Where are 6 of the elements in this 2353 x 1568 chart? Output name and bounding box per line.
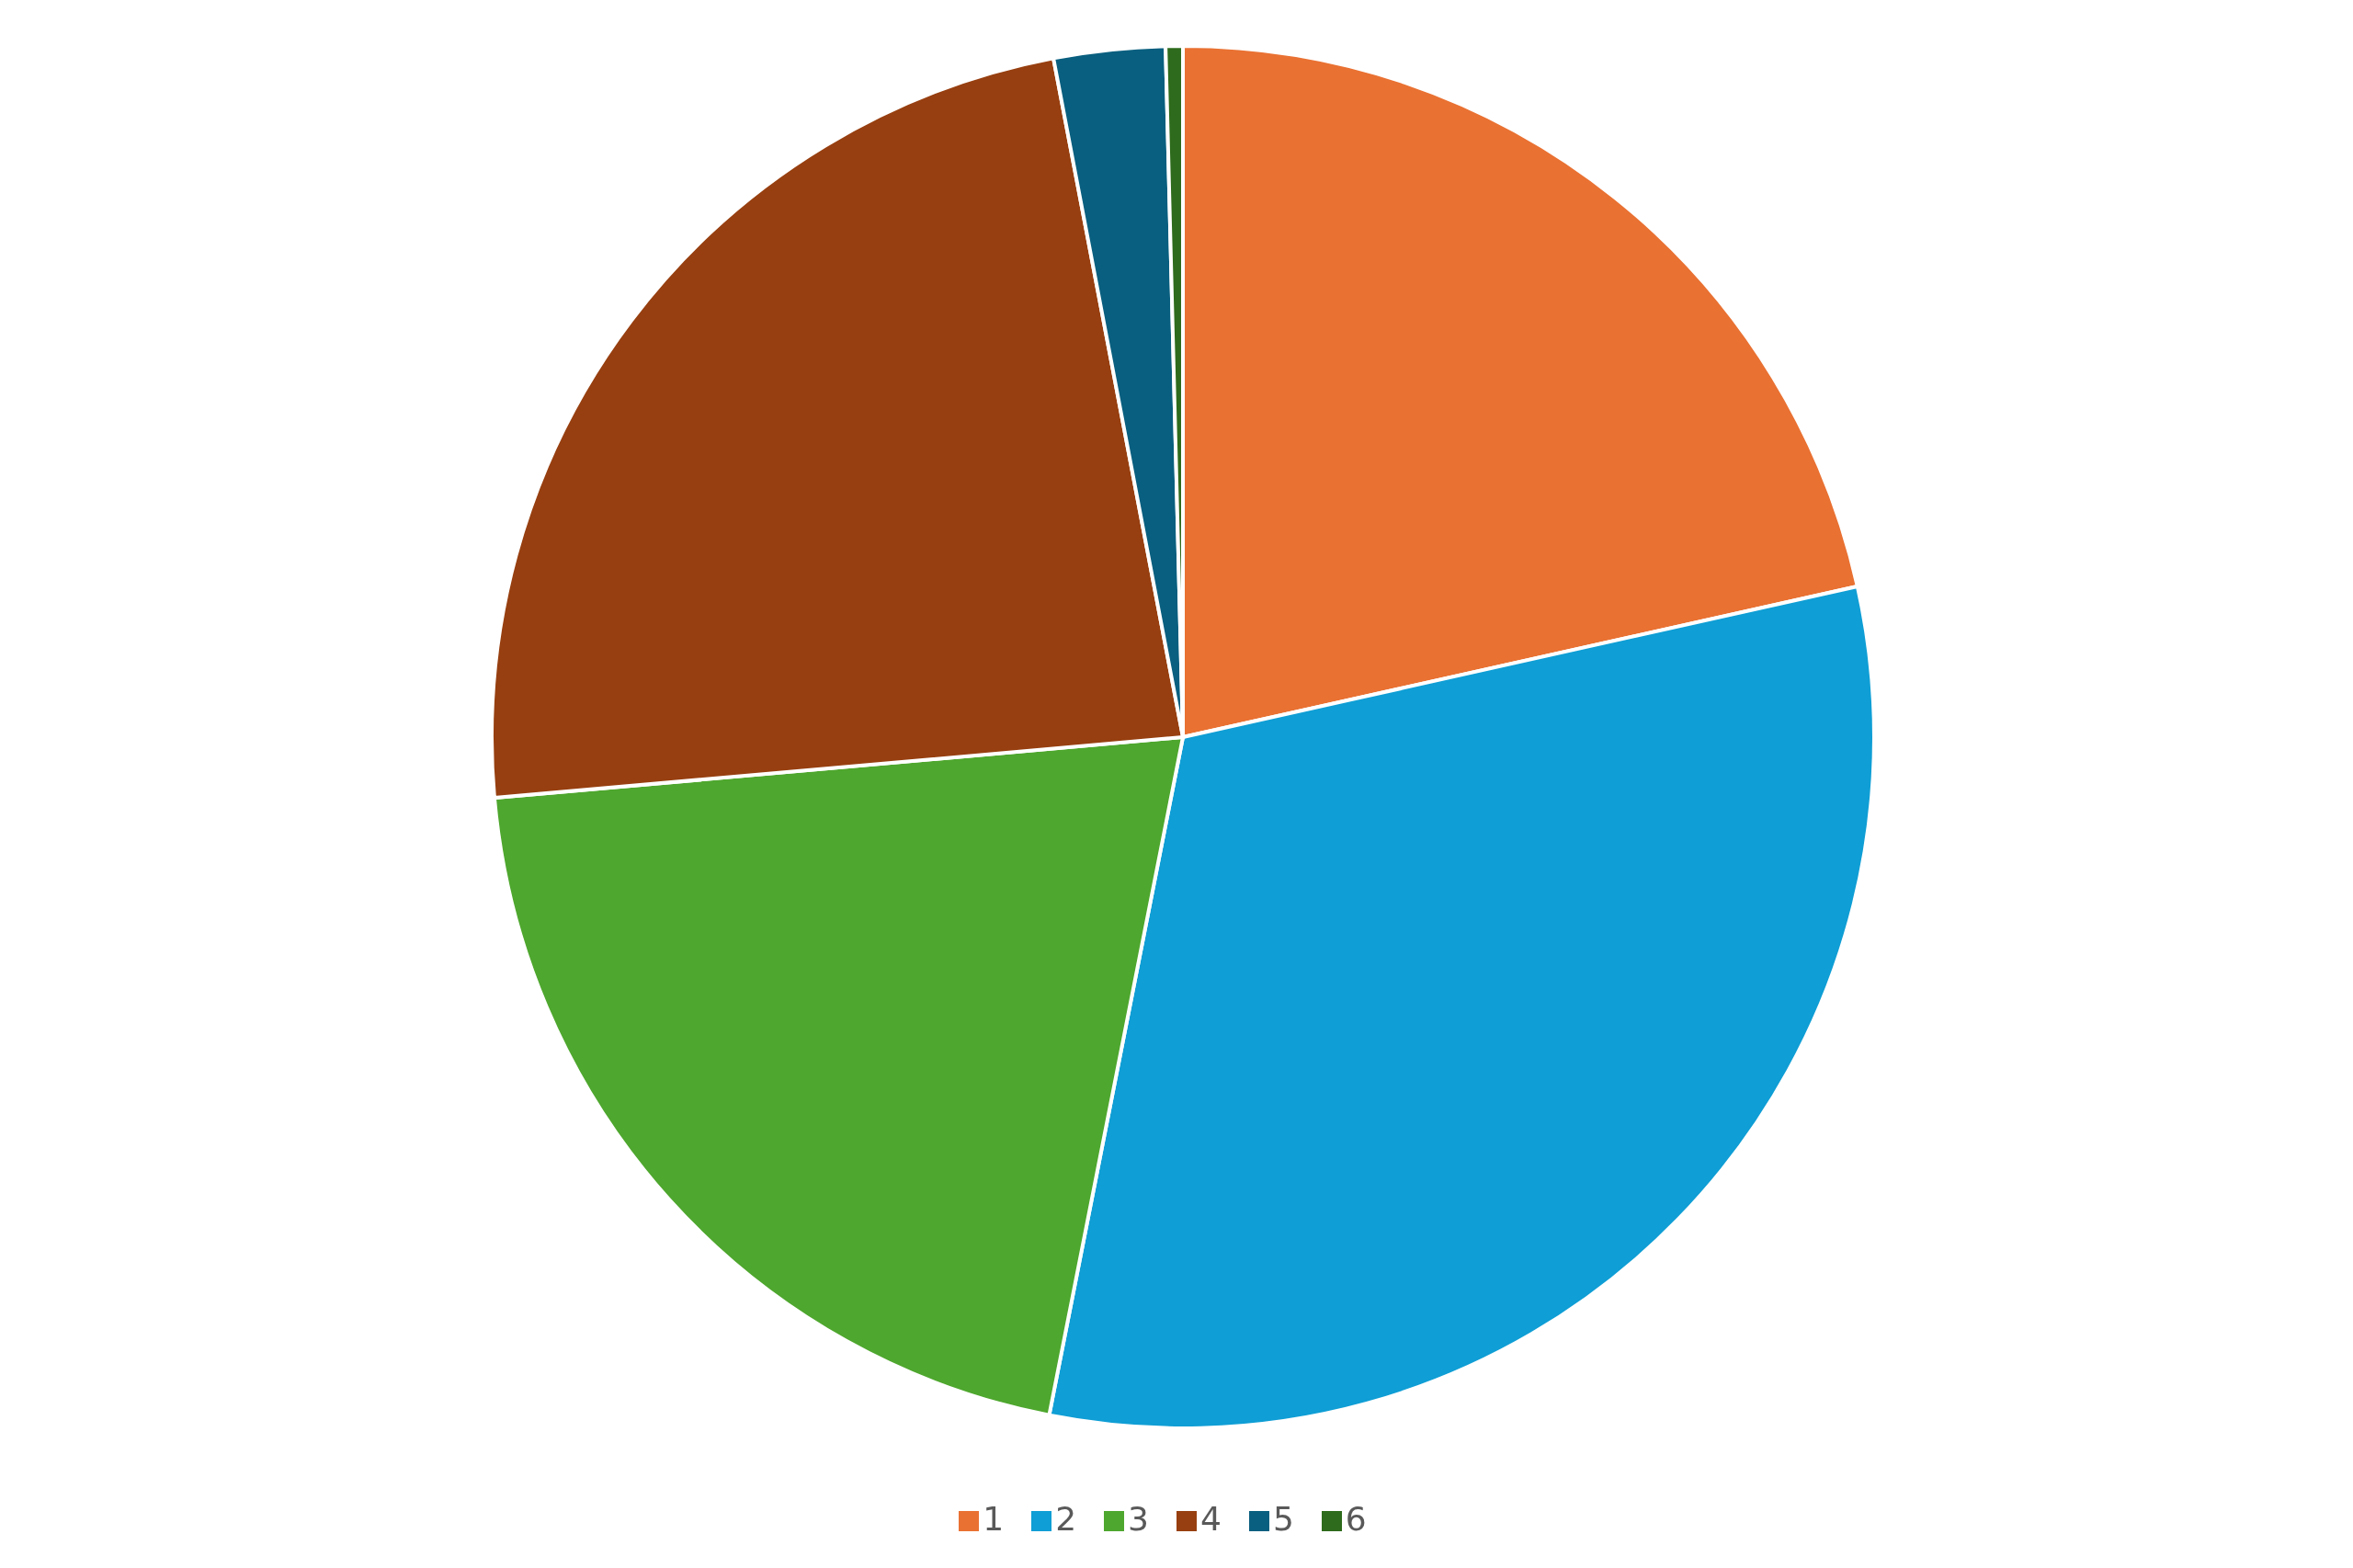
legend-label: 2 (1055, 1500, 1077, 1538)
legend-label: 5 (1272, 1500, 1294, 1538)
legend-label: 4 (1200, 1500, 1222, 1538)
legend-label: 1 (983, 1500, 1005, 1538)
legend-label: 3 (1128, 1500, 1149, 1538)
legend-label: 6 (1345, 1500, 1367, 1538)
